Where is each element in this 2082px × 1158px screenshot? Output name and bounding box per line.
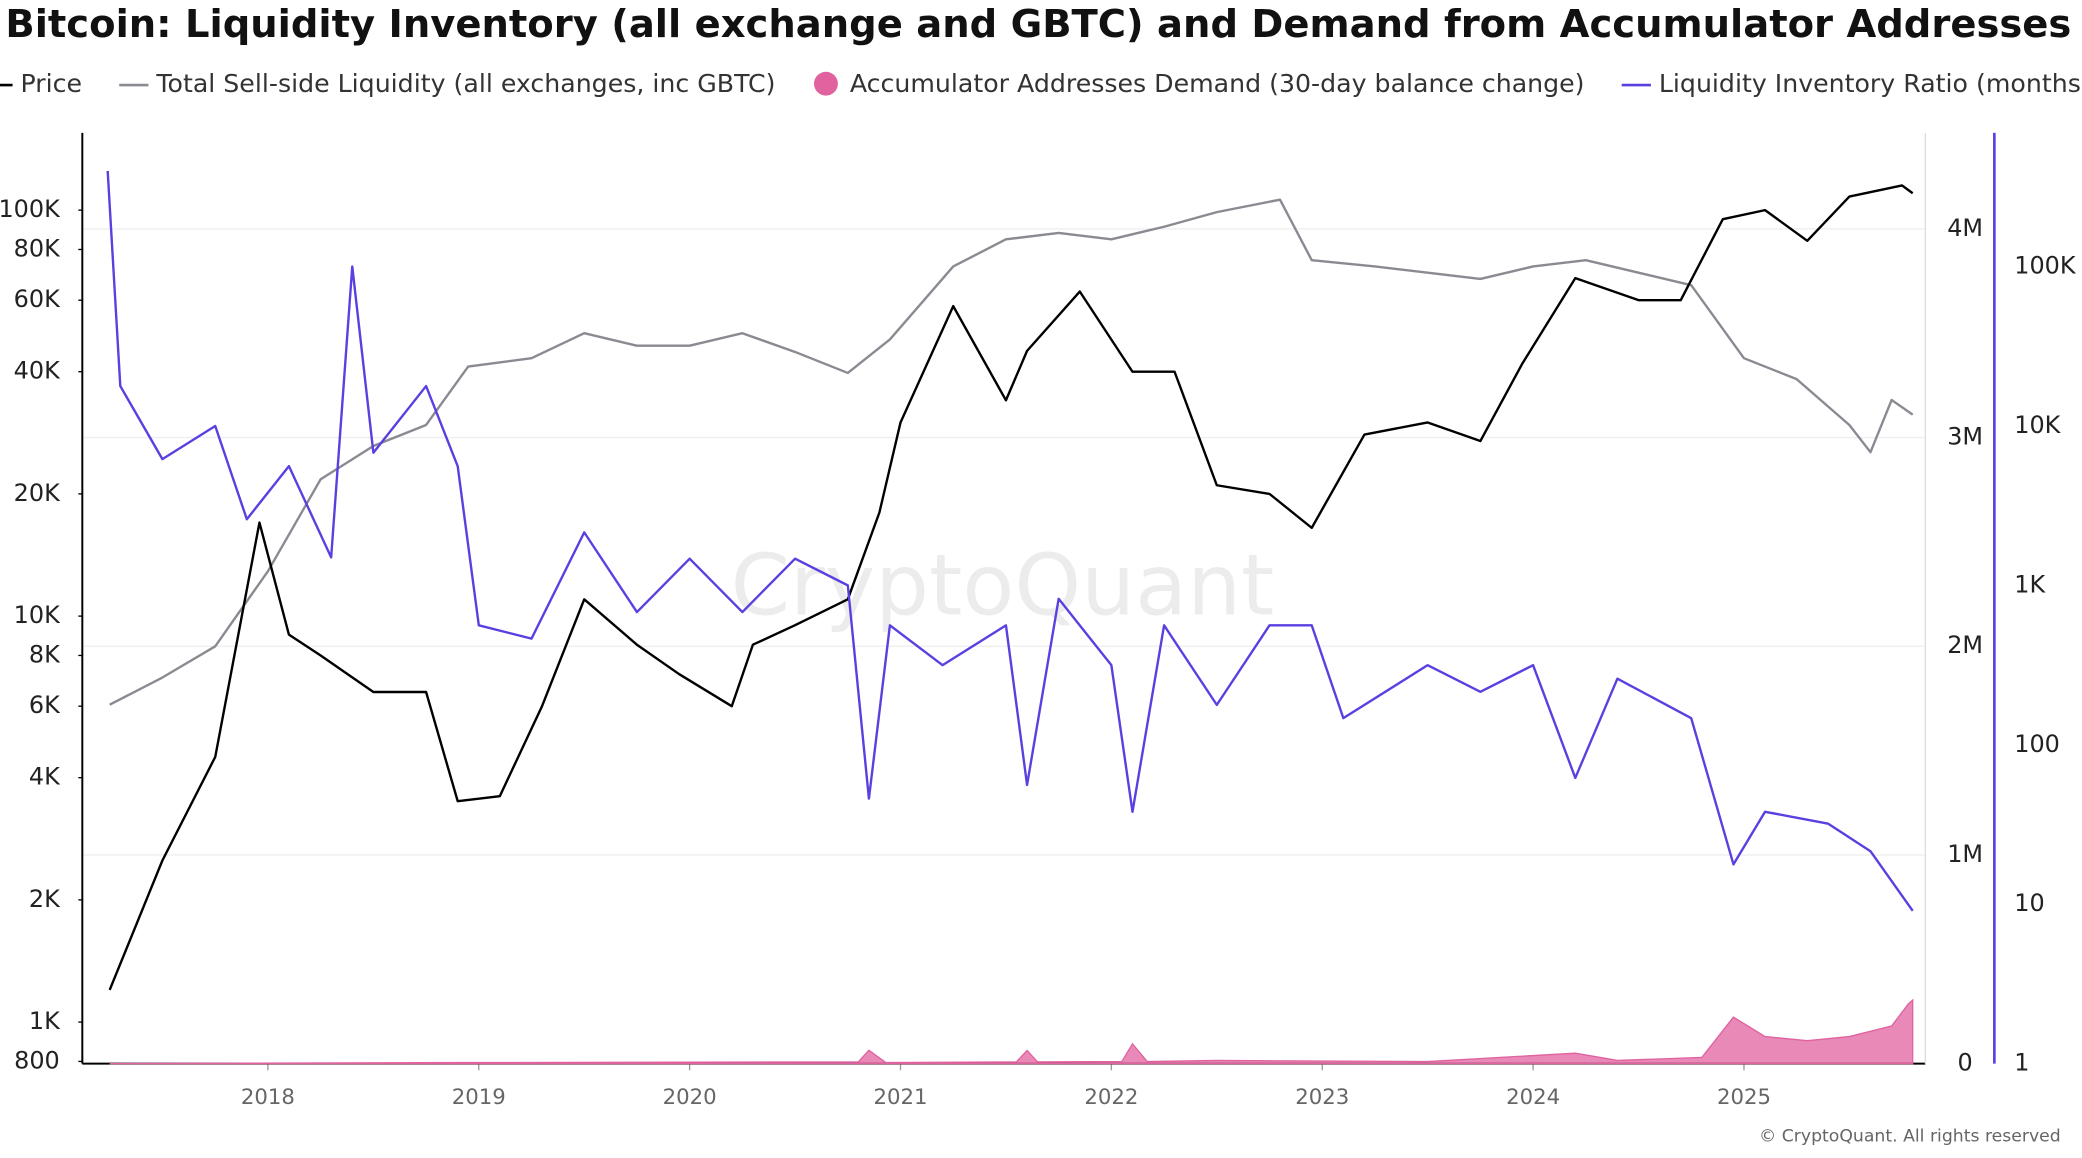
series-line — [109, 198, 1914, 706]
y3-tick-label: 10 — [2014, 889, 2044, 917]
y3-tick-label: 1K — [2014, 570, 2046, 598]
y-tick-label: 6K — [29, 691, 61, 719]
y-tick-label: 10K — [14, 601, 61, 629]
x-tick-label: 2023 — [1295, 1085, 1349, 1110]
y3-tick-label: 1 — [2014, 1049, 2029, 1077]
y-tick-label: 4K — [29, 763, 61, 791]
credit: © CryptoQuant. All rights reserved — [1759, 1127, 2061, 1147]
y2-tick-label: 2M — [1947, 631, 1983, 659]
y3-tick-label: 10K — [2014, 411, 2061, 439]
legend-label: Price — [21, 69, 83, 98]
y3-tick-label: 100 — [2014, 730, 2060, 758]
chart-title: Bitcoin: Liquidity Inventory (all exchan… — [5, 2, 2071, 47]
y-tick-label: 2K — [29, 885, 61, 913]
y-tick-label: 800 — [14, 1046, 60, 1074]
legend-label: Accumulator Addresses Demand (30-day bal… — [850, 69, 1585, 98]
x-tick-label: 2025 — [1717, 1085, 1771, 1110]
series-area — [109, 998, 1914, 1065]
series-line — [108, 184, 1914, 991]
y-tick-label: 60K — [14, 285, 61, 313]
x-tick-label: 2022 — [1084, 1085, 1138, 1110]
y-tick-label: 1K — [29, 1007, 61, 1035]
series-line — [106, 170, 1914, 912]
x-tick-label: 2018 — [241, 1085, 295, 1110]
x-tick-label: 2021 — [873, 1085, 927, 1110]
y-tick-label: 40K — [14, 357, 61, 385]
y-tick-label: 8K — [29, 640, 61, 668]
legend: Price Total Sell-side Liquidity (all exch… — [0, 69, 2082, 98]
y2-tick-label: 4M — [1947, 214, 1983, 242]
x-tick-label: 2020 — [663, 1085, 717, 1110]
x-tick-label: 2024 — [1506, 1085, 1560, 1110]
y3-tick-label: 100K — [2014, 252, 2077, 280]
legend-marker — [813, 71, 838, 96]
watermark: CryptoQuant — [731, 536, 1275, 635]
x-tick-label: 2019 — [452, 1085, 506, 1110]
y-tick-label: 100K — [0, 195, 61, 223]
y2-tick-label: 0 — [1958, 1049, 1973, 1077]
legend-label: Total Sell-side Liquidity (all exchanges… — [155, 69, 775, 98]
y-tick-label: 80K — [14, 234, 61, 262]
y2-tick-label: 1M — [1947, 840, 1983, 868]
y2-tick-label: 3M — [1947, 423, 1983, 451]
y-tick-label: 20K — [14, 479, 61, 507]
legend-label: Liquidity Inventory Ratio (months) — [1659, 69, 2082, 98]
